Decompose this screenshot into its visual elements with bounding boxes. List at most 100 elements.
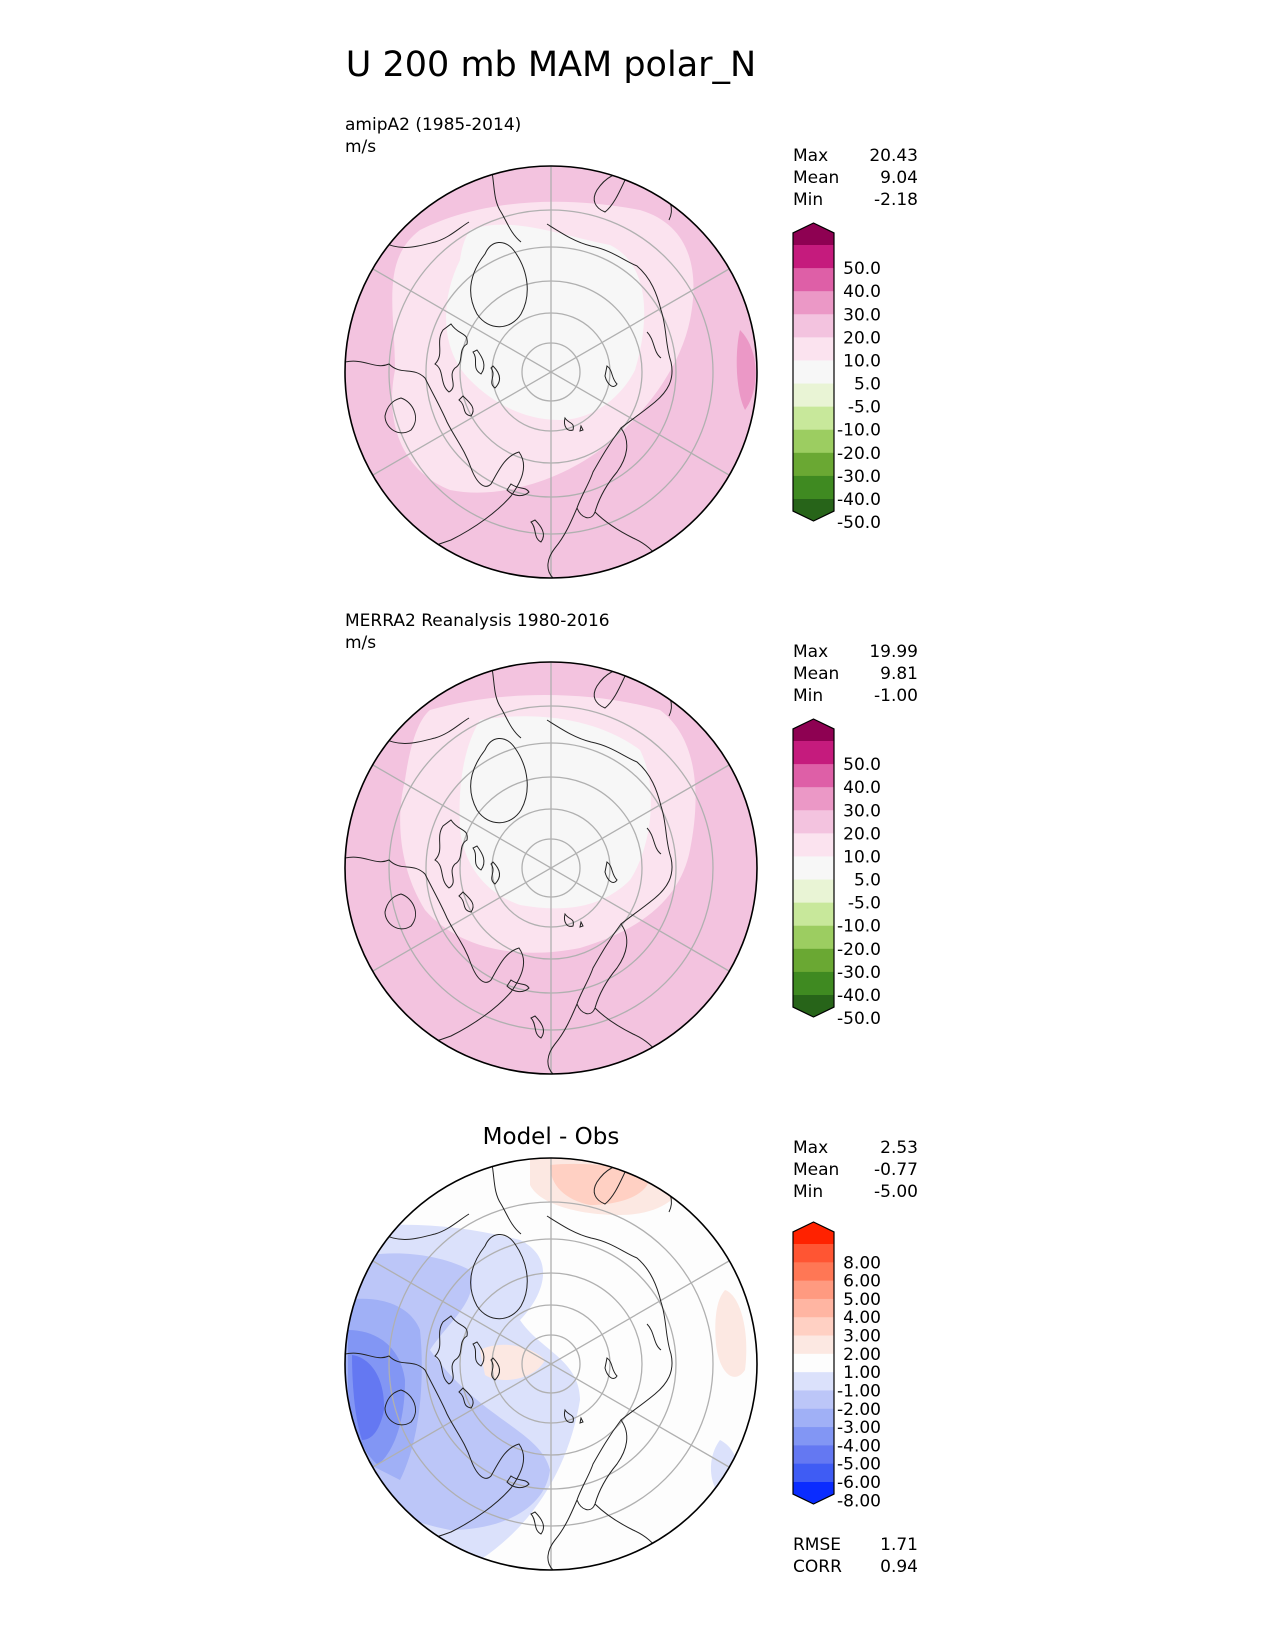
colorbar-extend-top (793, 1222, 834, 1244)
colorbar-tick-label: 3.00 (843, 1327, 881, 1347)
colorbar-tick-label: -4.00 (837, 1436, 881, 1456)
panel-centered-title: Model - Obs (483, 1124, 620, 1150)
colorbar-segment (793, 925, 834, 950)
colorbar-segment (793, 879, 834, 904)
colorbar-segment (793, 1445, 834, 1465)
colorbar-segment (793, 741, 834, 765)
stats-block: Max 20.43 Mean 9.04 Min -2.18 (793, 146, 918, 210)
colorbar-segment (793, 787, 834, 811)
colorbar-tick-label: -8.00 (837, 1491, 881, 1511)
colorbar-tick-label: 20.0 (843, 328, 881, 348)
stat-value: 19.99 (869, 642, 918, 662)
map-boundary (344, 1157, 758, 1571)
colorbar-tick-label: -30.0 (837, 963, 881, 983)
colorbar-segment (793, 1335, 834, 1355)
colorbar-tick-label: -40.0 (837, 490, 881, 510)
colorbar-segment (793, 902, 834, 927)
colorbar-outline (792, 718, 835, 1018)
colorbar-segment (793, 810, 834, 834)
colorbar-tick-label: -6.00 (837, 1473, 881, 1493)
colorbar-tick-label: 10.0 (843, 847, 881, 867)
stat-label: Min (793, 190, 823, 210)
colorbar-extend-bottom (793, 1482, 834, 1504)
stat-label: Mean (793, 664, 839, 684)
colorbar-segment (793, 452, 834, 477)
colorbar-segment (793, 1372, 834, 1392)
panel-units: m/s (345, 633, 376, 653)
colorbar-tick-label: -10.0 (837, 917, 881, 937)
colorbar-tick-label: 2.00 (843, 1345, 881, 1365)
colorbar-segment (793, 1408, 834, 1428)
stats-block: Max 19.99 Mean 9.81 Min -1.00 (793, 642, 918, 706)
colorbar-segment (793, 1244, 834, 1263)
polar-map-diff (345, 1158, 757, 1570)
colorbar-segment (793, 1463, 834, 1483)
colorbar-tick-label: 5.00 (843, 1290, 881, 1310)
colorbar-tick-label: -40.0 (837, 986, 881, 1006)
stat-value: 20.43 (869, 146, 918, 166)
colorbar-segment (793, 856, 834, 881)
panel-heading: amipA2 (1985-2014) (345, 115, 521, 135)
colorbar-tick-label: -3.00 (837, 1418, 881, 1438)
colorbar-tick-label: -50.0 (837, 513, 881, 533)
colorbar-tick-label: -30.0 (837, 467, 881, 487)
colorbar-segment (793, 245, 834, 269)
colorbar-tick-label: -5.0 (848, 894, 881, 914)
colorbar-extend-bottom (793, 499, 834, 521)
stat-value: 9.04 (880, 168, 918, 188)
stat-label: RMSE (793, 1535, 841, 1555)
stat-value: -2.18 (874, 190, 918, 210)
colorbar-segment (793, 406, 834, 431)
stat-label: Mean (793, 1160, 839, 1180)
colorbar-tick-label: 40.0 (843, 282, 881, 302)
colorbar-tick-label: 8.00 (843, 1253, 881, 1273)
panel-test: amipA2 (1985-2014) m/s (344, 115, 918, 579)
colorbar-segment (793, 1390, 834, 1410)
stat-value: -0.77 (874, 1160, 918, 1180)
colorbar-tick-label: 10.0 (843, 351, 881, 371)
map-boundary (344, 661, 758, 1075)
colorbar-tick-label: 4.00 (843, 1308, 881, 1328)
stat-value: 2.53 (880, 1138, 918, 1158)
stats-block: Max 2.53 Mean -0.77 Min -5.00 (793, 1138, 918, 1202)
error-stats-block: RMSE 1.71 CORR 0.94 (793, 1535, 918, 1577)
polar-map-reference (345, 662, 757, 1074)
colorbar-tick-label: 50.0 (843, 755, 881, 775)
colorbar-extend-top (793, 719, 834, 741)
colorbar-tick-label: 30.0 (843, 801, 881, 821)
panel-heading: MERRA2 Reanalysis 1980-2016 (345, 611, 610, 631)
stat-label: Min (793, 1182, 823, 1202)
colorbar-tick-label: -50.0 (837, 1009, 881, 1029)
colorbar-extend-top (793, 223, 834, 245)
colorbar-segment (793, 314, 834, 338)
polar-map-test (345, 166, 757, 578)
colorbar-segment (793, 1262, 834, 1282)
stat-value: -1.00 (874, 686, 918, 706)
colorbar-segment (793, 429, 834, 454)
figure-title: U 200 mb MAM polar_N (346, 45, 756, 85)
colorbar: 8.006.005.004.003.002.001.00-1.00-2.00-3… (792, 1221, 881, 1511)
colorbar-tick-label: -5.00 (837, 1455, 881, 1475)
colorbar-segment (793, 1317, 834, 1337)
map-boundary (344, 165, 758, 579)
colorbar-tick-label: -2.00 (837, 1400, 881, 1420)
colorbar-segment (793, 1298, 834, 1318)
colorbar-tick-label: -1.00 (837, 1381, 881, 1401)
colorbar-tick-label: -5.0 (848, 398, 881, 418)
panel-units: m/s (345, 137, 376, 157)
stat-label: Max (793, 146, 828, 166)
stat-label: CORR (793, 1557, 842, 1577)
colorbar-extend-bottom (793, 995, 834, 1017)
colorbar-segment (793, 337, 834, 362)
colorbar-segment (793, 360, 834, 385)
colorbar-tick-label: 50.0 (843, 259, 881, 279)
colorbar-tick-label: -20.0 (837, 444, 881, 464)
colorbar-segment (793, 1427, 834, 1446)
colorbar-outline (792, 1221, 835, 1505)
panel-reference: MERRA2 Reanalysis 1980-2016 m/s Max 19.9… (344, 611, 918, 1075)
colorbar: 50.0 40.0 30.0 20.0 10.0 5.0 -5.0 -10.0 -20.0 -30… (792, 718, 881, 1029)
stat-value: 1.71 (880, 1535, 918, 1555)
stat-label: Mean (793, 168, 839, 188)
colorbar-segment (793, 833, 834, 858)
panel-diff: Model - Obs (344, 1124, 918, 1577)
